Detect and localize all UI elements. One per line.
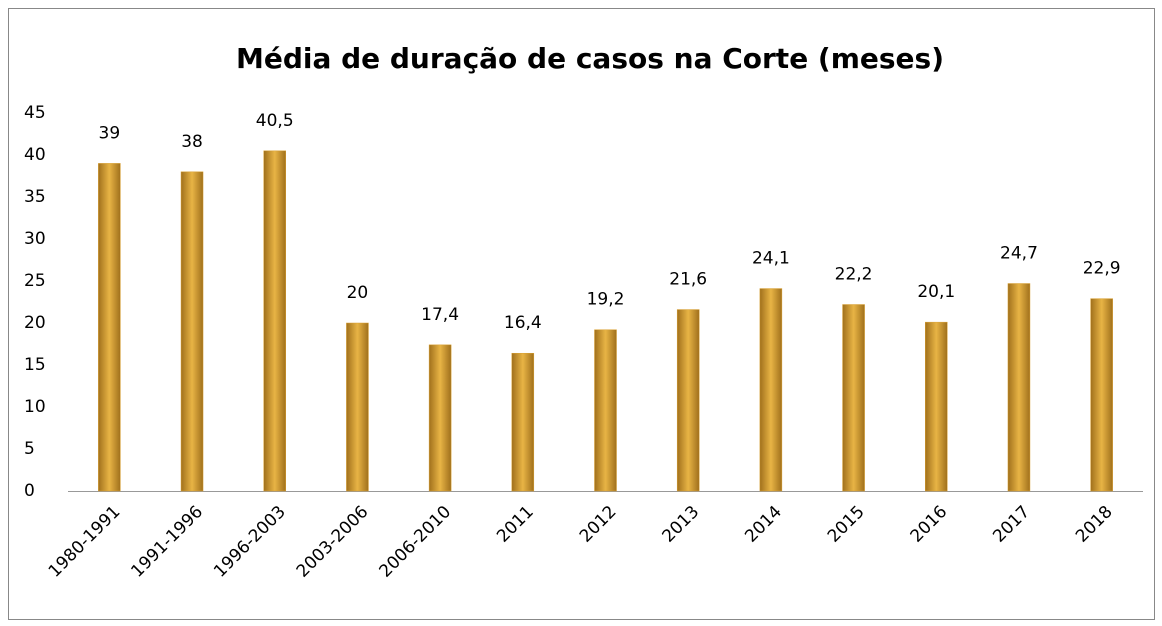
data-label: 40,5 <box>256 111 294 131</box>
data-label: 39 <box>99 123 121 143</box>
y-tick-label: 25 <box>24 271 46 291</box>
y-tick-label: 45 <box>24 103 46 123</box>
bar <box>428 344 452 492</box>
y-tick-label: 35 <box>24 187 46 207</box>
bar <box>180 171 204 492</box>
data-label: 24,7 <box>1000 244 1038 264</box>
data-label: 38 <box>181 132 203 152</box>
data-label: 24,1 <box>752 249 790 269</box>
y-tick-label: 5 <box>24 439 35 459</box>
y-tick-label: 15 <box>24 355 46 375</box>
bar <box>1090 298 1113 492</box>
bar <box>676 309 700 492</box>
data-label: 17,4 <box>421 305 459 325</box>
data-label: 16,4 <box>504 313 542 333</box>
bar <box>759 288 783 492</box>
bar <box>511 352 535 492</box>
bar <box>263 150 286 492</box>
bar <box>98 163 121 492</box>
bar <box>346 322 369 492</box>
data-label: 22,2 <box>835 265 873 285</box>
data-label: 22,9 <box>1083 259 1121 279</box>
bar <box>842 304 865 492</box>
bar <box>594 329 617 492</box>
y-tick-label: 40 <box>24 145 46 165</box>
y-tick-label: 20 <box>24 313 46 333</box>
data-label: 19,2 <box>587 290 625 310</box>
y-tick-label: 30 <box>24 229 46 249</box>
bar <box>925 321 948 492</box>
y-tick-label: 10 <box>24 397 46 417</box>
y-tick-label: 0 <box>24 481 35 501</box>
data-label: 20 <box>347 283 369 303</box>
chart-title: Média de duração de casos na Corte (mese… <box>236 42 944 75</box>
data-label: 21,6 <box>669 270 707 290</box>
data-label: 20,1 <box>917 282 955 302</box>
bar <box>1007 283 1031 492</box>
